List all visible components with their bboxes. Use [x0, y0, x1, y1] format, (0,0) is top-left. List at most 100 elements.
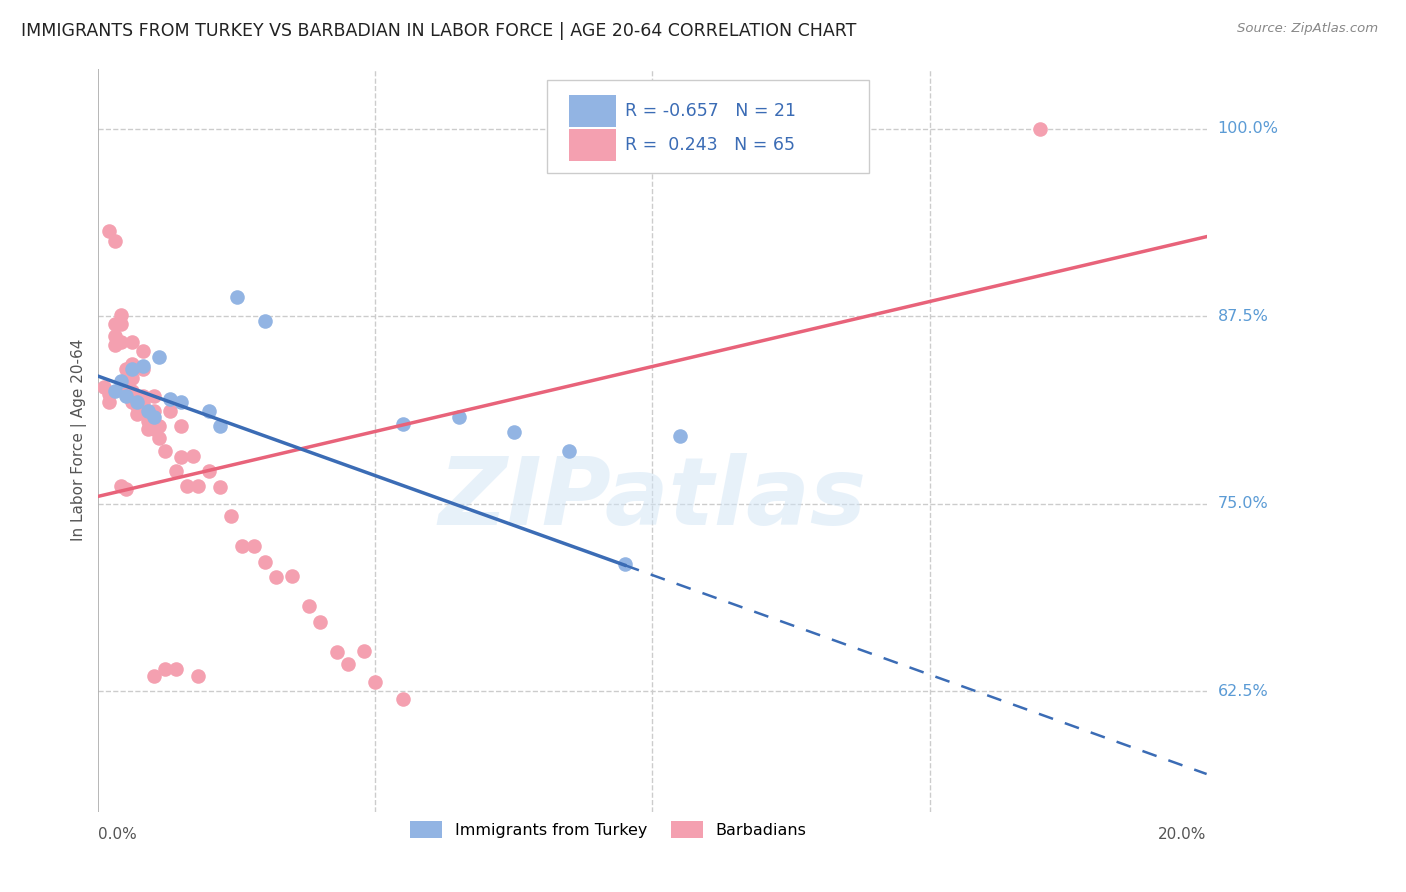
Point [165, 662, 187, 676]
Point [325, 645, 347, 659]
Point [198, 403, 221, 417]
Text: 0.0%: 0.0% [98, 827, 138, 841]
Point [110, 317, 132, 331]
Point [121, 357, 143, 371]
FancyBboxPatch shape [569, 95, 616, 128]
Point [115, 389, 138, 403]
Point [170, 450, 193, 465]
FancyBboxPatch shape [547, 79, 869, 172]
Point [104, 317, 127, 331]
Point [104, 328, 127, 343]
Point [115, 374, 138, 388]
Point [110, 374, 132, 388]
Point [447, 409, 470, 424]
Point [110, 334, 132, 349]
Point [253, 314, 276, 328]
Point [209, 418, 232, 433]
Point [121, 361, 143, 376]
Point [115, 482, 138, 496]
Point [281, 569, 304, 583]
Point [159, 392, 181, 406]
Text: R =  0.243   N = 65: R = 0.243 N = 65 [624, 136, 794, 154]
Point [110, 308, 132, 322]
Text: IMMIGRANTS FROM TURKEY VS BARBADIAN IN LABOR FORCE | AGE 20-64 CORRELATION CHART: IMMIGRANTS FROM TURKEY VS BARBADIAN IN L… [21, 22, 856, 40]
Point [336, 657, 359, 672]
Point [104, 337, 127, 351]
Text: 87.5%: 87.5% [1218, 309, 1268, 324]
Point [93, 380, 115, 394]
Text: 100.0%: 100.0% [1218, 121, 1278, 136]
Point [669, 429, 692, 443]
Legend: Immigrants from Turkey, Barbadians: Immigrants from Turkey, Barbadians [404, 815, 813, 845]
Text: 62.5%: 62.5% [1218, 684, 1268, 699]
Point [127, 399, 149, 413]
Point [253, 555, 276, 569]
Point [298, 599, 321, 613]
Point [353, 644, 375, 658]
Point [558, 444, 581, 458]
Point [159, 403, 181, 417]
Text: ZIPatlas: ZIPatlas [439, 453, 866, 546]
Point [198, 464, 221, 478]
Text: Source: ZipAtlas.com: Source: ZipAtlas.com [1237, 22, 1378, 36]
Point [131, 389, 153, 403]
Point [127, 389, 149, 403]
Point [176, 479, 198, 493]
Point [131, 361, 153, 376]
Point [231, 539, 253, 553]
Point [153, 444, 176, 458]
Point [309, 615, 332, 630]
Point [104, 234, 127, 248]
Point [136, 422, 159, 436]
Point [121, 334, 143, 349]
Point [104, 384, 127, 399]
Point [392, 417, 415, 432]
Point [121, 384, 143, 399]
Point [187, 669, 209, 683]
Point [131, 343, 153, 358]
Point [209, 480, 232, 494]
Point [148, 350, 170, 364]
Point [1029, 121, 1052, 136]
Point [115, 361, 138, 376]
Point [187, 479, 209, 493]
Point [131, 359, 153, 373]
Point [121, 370, 143, 384]
Point [503, 425, 526, 439]
Point [225, 290, 247, 304]
Point [242, 539, 264, 553]
Point [170, 394, 193, 409]
Point [98, 394, 121, 409]
Text: R = -0.657   N = 21: R = -0.657 N = 21 [624, 102, 796, 120]
Point [136, 403, 159, 417]
Point [121, 394, 143, 409]
Point [264, 570, 287, 584]
Point [142, 409, 165, 424]
Point [142, 669, 165, 683]
FancyBboxPatch shape [569, 128, 616, 161]
Point [98, 224, 121, 238]
Point [181, 449, 204, 463]
Point [127, 394, 149, 409]
Point [221, 508, 243, 523]
Point [165, 464, 187, 478]
Point [170, 418, 193, 433]
Text: 75.0%: 75.0% [1218, 496, 1268, 511]
Text: 20.0%: 20.0% [1159, 827, 1206, 841]
Point [136, 414, 159, 428]
Point [136, 403, 159, 417]
Point [148, 431, 170, 445]
Point [142, 389, 165, 403]
Point [127, 407, 149, 421]
Point [392, 692, 415, 706]
Point [153, 662, 176, 676]
Point [98, 387, 121, 401]
Point [148, 418, 170, 433]
Point [613, 557, 636, 571]
Point [142, 403, 165, 417]
Point [110, 479, 132, 493]
Y-axis label: In Labor Force | Age 20-64: In Labor Force | Age 20-64 [72, 339, 87, 541]
Point [142, 422, 165, 436]
Point [115, 383, 138, 397]
Point [364, 675, 387, 690]
